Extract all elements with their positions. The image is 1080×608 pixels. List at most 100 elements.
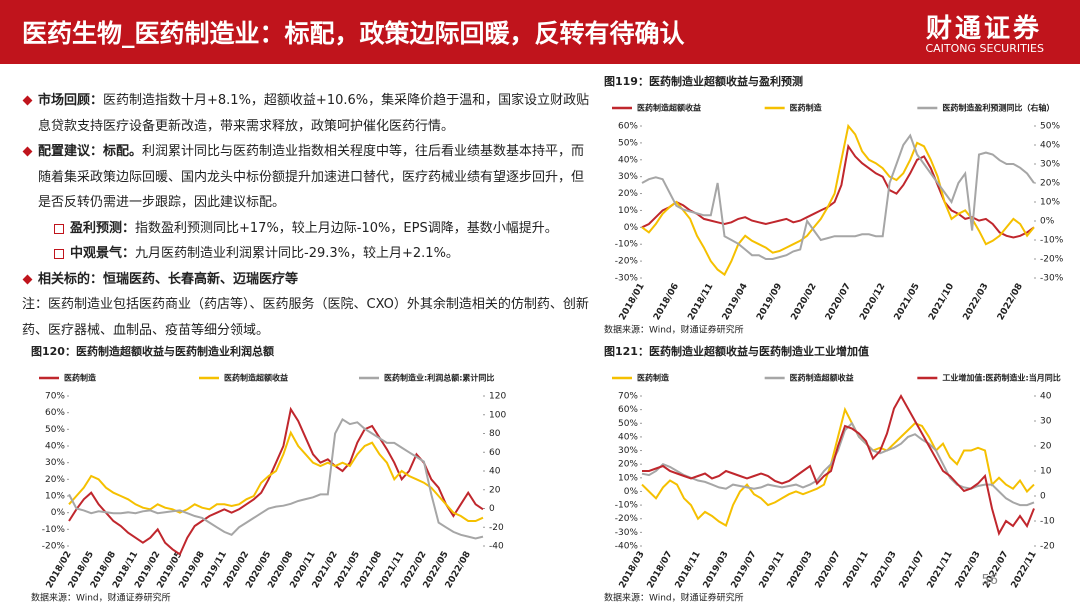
y-tick-label: 20% bbox=[618, 189, 638, 199]
logo-cn: 财通证券 bbox=[925, 14, 1042, 44]
x-tick-label: 2019/04 bbox=[721, 282, 750, 322]
chart-title: 图121：医药制造业超额收益与医药制造业工业增加值 bbox=[604, 344, 869, 358]
y-tick-label: 50% bbox=[618, 419, 638, 429]
chart: 图121：医药制造业超额收益与医药制造业工业增加值数据来源：Wind，财通证券研… bbox=[604, 344, 1061, 604]
y-tick-label: -20% bbox=[42, 542, 66, 552]
data-line bbox=[642, 393, 1035, 537]
x-tick-label: 2022/08 bbox=[996, 282, 1025, 322]
y-tick-label: 40% bbox=[618, 432, 638, 442]
text-block: 市场回顾：医药制造指数十月+8.1%，超额收益+10.6%，集采降价趋于温和，国… bbox=[22, 88, 592, 343]
bullet-text: 医药制造指数十月+8.1%，超额收益+10.6%，集采降价趋于温和，国家设立财政… bbox=[38, 93, 590, 134]
y-tick-label: 60% bbox=[618, 122, 638, 132]
legend-label: 医药制造 bbox=[64, 373, 96, 383]
y-tick-label: 70% bbox=[618, 392, 638, 402]
data-line bbox=[641, 421, 1035, 507]
x-tick-label: 2021/03 bbox=[870, 550, 899, 590]
x-tick-label: 2020/12 bbox=[858, 282, 887, 322]
x-tick-label: 2019/03 bbox=[702, 550, 731, 590]
source: 数据来源：Wind，财通证券研究所 bbox=[604, 592, 744, 604]
x-tick-label: 2018/11 bbox=[686, 282, 715, 322]
bullet-label: 中观景气： bbox=[70, 246, 136, 261]
legend-label: 医药制造超额收益 bbox=[637, 103, 701, 113]
x-tick-label: 2018/03 bbox=[618, 550, 647, 590]
y-tick-label: 10% bbox=[618, 206, 638, 216]
data-line bbox=[68, 406, 484, 556]
y2-tick-label: 40 bbox=[489, 467, 501, 477]
x-tick-label: 2022/03 bbox=[962, 282, 991, 322]
x-tick-label: 2020/03 bbox=[786, 550, 815, 590]
y2-tick-label: 20 bbox=[489, 485, 501, 495]
y-tick-label: 10% bbox=[618, 473, 638, 483]
y-tick-label: 60% bbox=[45, 408, 65, 418]
page-number: 56 bbox=[981, 573, 998, 588]
x-tick-label: 2018/06 bbox=[652, 282, 681, 322]
y-tick-label: -30% bbox=[615, 274, 639, 284]
header: 医药生物_医药制造业：标配，政策边际回暖，反转有待确认 财通证券 CAITONG… bbox=[0, 0, 1080, 64]
y-tick-label: 20% bbox=[45, 475, 65, 485]
chart-title: 图120：医药制造超额收益与医药制造业利润总额 bbox=[31, 344, 274, 358]
x-tick-label: 2018/01 bbox=[618, 282, 647, 322]
y2-tick-label: -40 bbox=[489, 542, 504, 552]
y2-tick-label: 30% bbox=[1040, 160, 1060, 170]
legend-label: 医药制造业:利润总额:累计同比 bbox=[384, 373, 494, 383]
y-tick-label: 10% bbox=[45, 492, 65, 502]
y-tick-label: -10% bbox=[42, 525, 66, 535]
y-tick-label: 20% bbox=[618, 460, 638, 470]
y-tick-label: -10% bbox=[615, 501, 639, 511]
legend-label: 医药制造盈利预测同比（右轴） bbox=[942, 103, 1054, 113]
x-tick-label: 2021/10 bbox=[927, 282, 956, 322]
y2-tick-label: -10% bbox=[1040, 236, 1064, 246]
legend-label: 医药制造超额收益 bbox=[224, 373, 288, 383]
y2-tick-label: -10 bbox=[1040, 517, 1055, 527]
y2-tick-label: 0% bbox=[1040, 217, 1055, 227]
y-tick-label: 60% bbox=[618, 405, 638, 415]
y-tick-label: 0% bbox=[624, 223, 639, 233]
y2-tick-label: 10 bbox=[1040, 467, 1052, 477]
y2-tick-label: 40 bbox=[1040, 392, 1052, 402]
note: 注：医药制造业包括医药商业（药店等）、医药服务（医院、CXO）外其余制造相关的仿… bbox=[22, 297, 589, 338]
x-tick-label: 2019/09 bbox=[755, 282, 784, 322]
x-tick-label: 2018/11 bbox=[674, 550, 703, 590]
y-tick-label: -20% bbox=[615, 514, 639, 524]
legend-label: 医药制造 bbox=[790, 103, 822, 113]
data-line bbox=[68, 430, 484, 522]
x-tick-label: 2019/07 bbox=[730, 550, 759, 590]
y2-tick-label: -20 bbox=[1040, 542, 1055, 552]
y-tick-label: -30% bbox=[615, 528, 639, 538]
y-tick-label: 0% bbox=[51, 508, 66, 518]
x-tick-label: 2021/05 bbox=[893, 282, 922, 322]
y-tick-label: 30% bbox=[618, 172, 638, 182]
data-line bbox=[68, 417, 484, 540]
y2-tick-label: -20 bbox=[489, 523, 504, 533]
y2-tick-label: -30% bbox=[1040, 274, 1064, 284]
y-tick-label: 70% bbox=[45, 392, 65, 402]
legend-label: 医药制造超额收益 bbox=[790, 373, 854, 383]
x-tick-label: 2021/11 bbox=[926, 550, 955, 590]
y2-tick-label: 80 bbox=[489, 429, 501, 439]
y2-tick-label: 50% bbox=[1040, 122, 1060, 132]
chart-title: 图119：医药制造业超额收益与盈利预测 bbox=[604, 74, 803, 88]
y2-tick-label: 120 bbox=[489, 392, 506, 402]
y-tick-label: 30% bbox=[45, 458, 65, 468]
x-tick-label: 2020/07 bbox=[814, 550, 843, 590]
data-line bbox=[641, 143, 1035, 239]
bullet-text: 利润累计同比与医药制造业指数相关程度中等，往后看业绩基数基本持平，而随着集采政策… bbox=[38, 144, 585, 210]
title: 医药生物_医药制造业：标配，政策边际回暖，反转有待确认 bbox=[22, 19, 685, 48]
data-line bbox=[641, 133, 1035, 260]
y-tick-label: 50% bbox=[45, 425, 65, 435]
bullet: 市场回顾：医药制造指数十月+8.1%，超额收益+10.6%，集采降价趋于温和，国… bbox=[22, 88, 592, 139]
bullet-label: 市场回顾： bbox=[38, 93, 104, 108]
y2-tick-label: 100 bbox=[489, 410, 506, 420]
y-tick-label: 40% bbox=[618, 155, 638, 165]
y2-tick-label: 60 bbox=[489, 448, 501, 458]
y2-tick-label: 40% bbox=[1040, 141, 1060, 151]
bullet: 相关标的：恒瑞医药、长春高新、迈瑞医疗等 bbox=[22, 267, 592, 293]
source: 数据来源：Wind，财通证券研究所 bbox=[31, 592, 171, 604]
legend-label: 工业增加值:医药制造业:当月同比 bbox=[942, 373, 1060, 383]
bullet-text: 指数盈利预测同比+17%，较上月边际-10%，EPS调降，基数小幅提升。 bbox=[135, 220, 558, 236]
sub-bullet: 盈利预测：指数盈利预测同比+17%，较上月边际-10%，EPS调降，基数小幅提升… bbox=[22, 216, 592, 242]
y2-tick-label: 0 bbox=[1040, 492, 1046, 502]
y2-tick-label: 10% bbox=[1040, 198, 1060, 208]
y2-tick-label: 20 bbox=[1040, 442, 1052, 452]
